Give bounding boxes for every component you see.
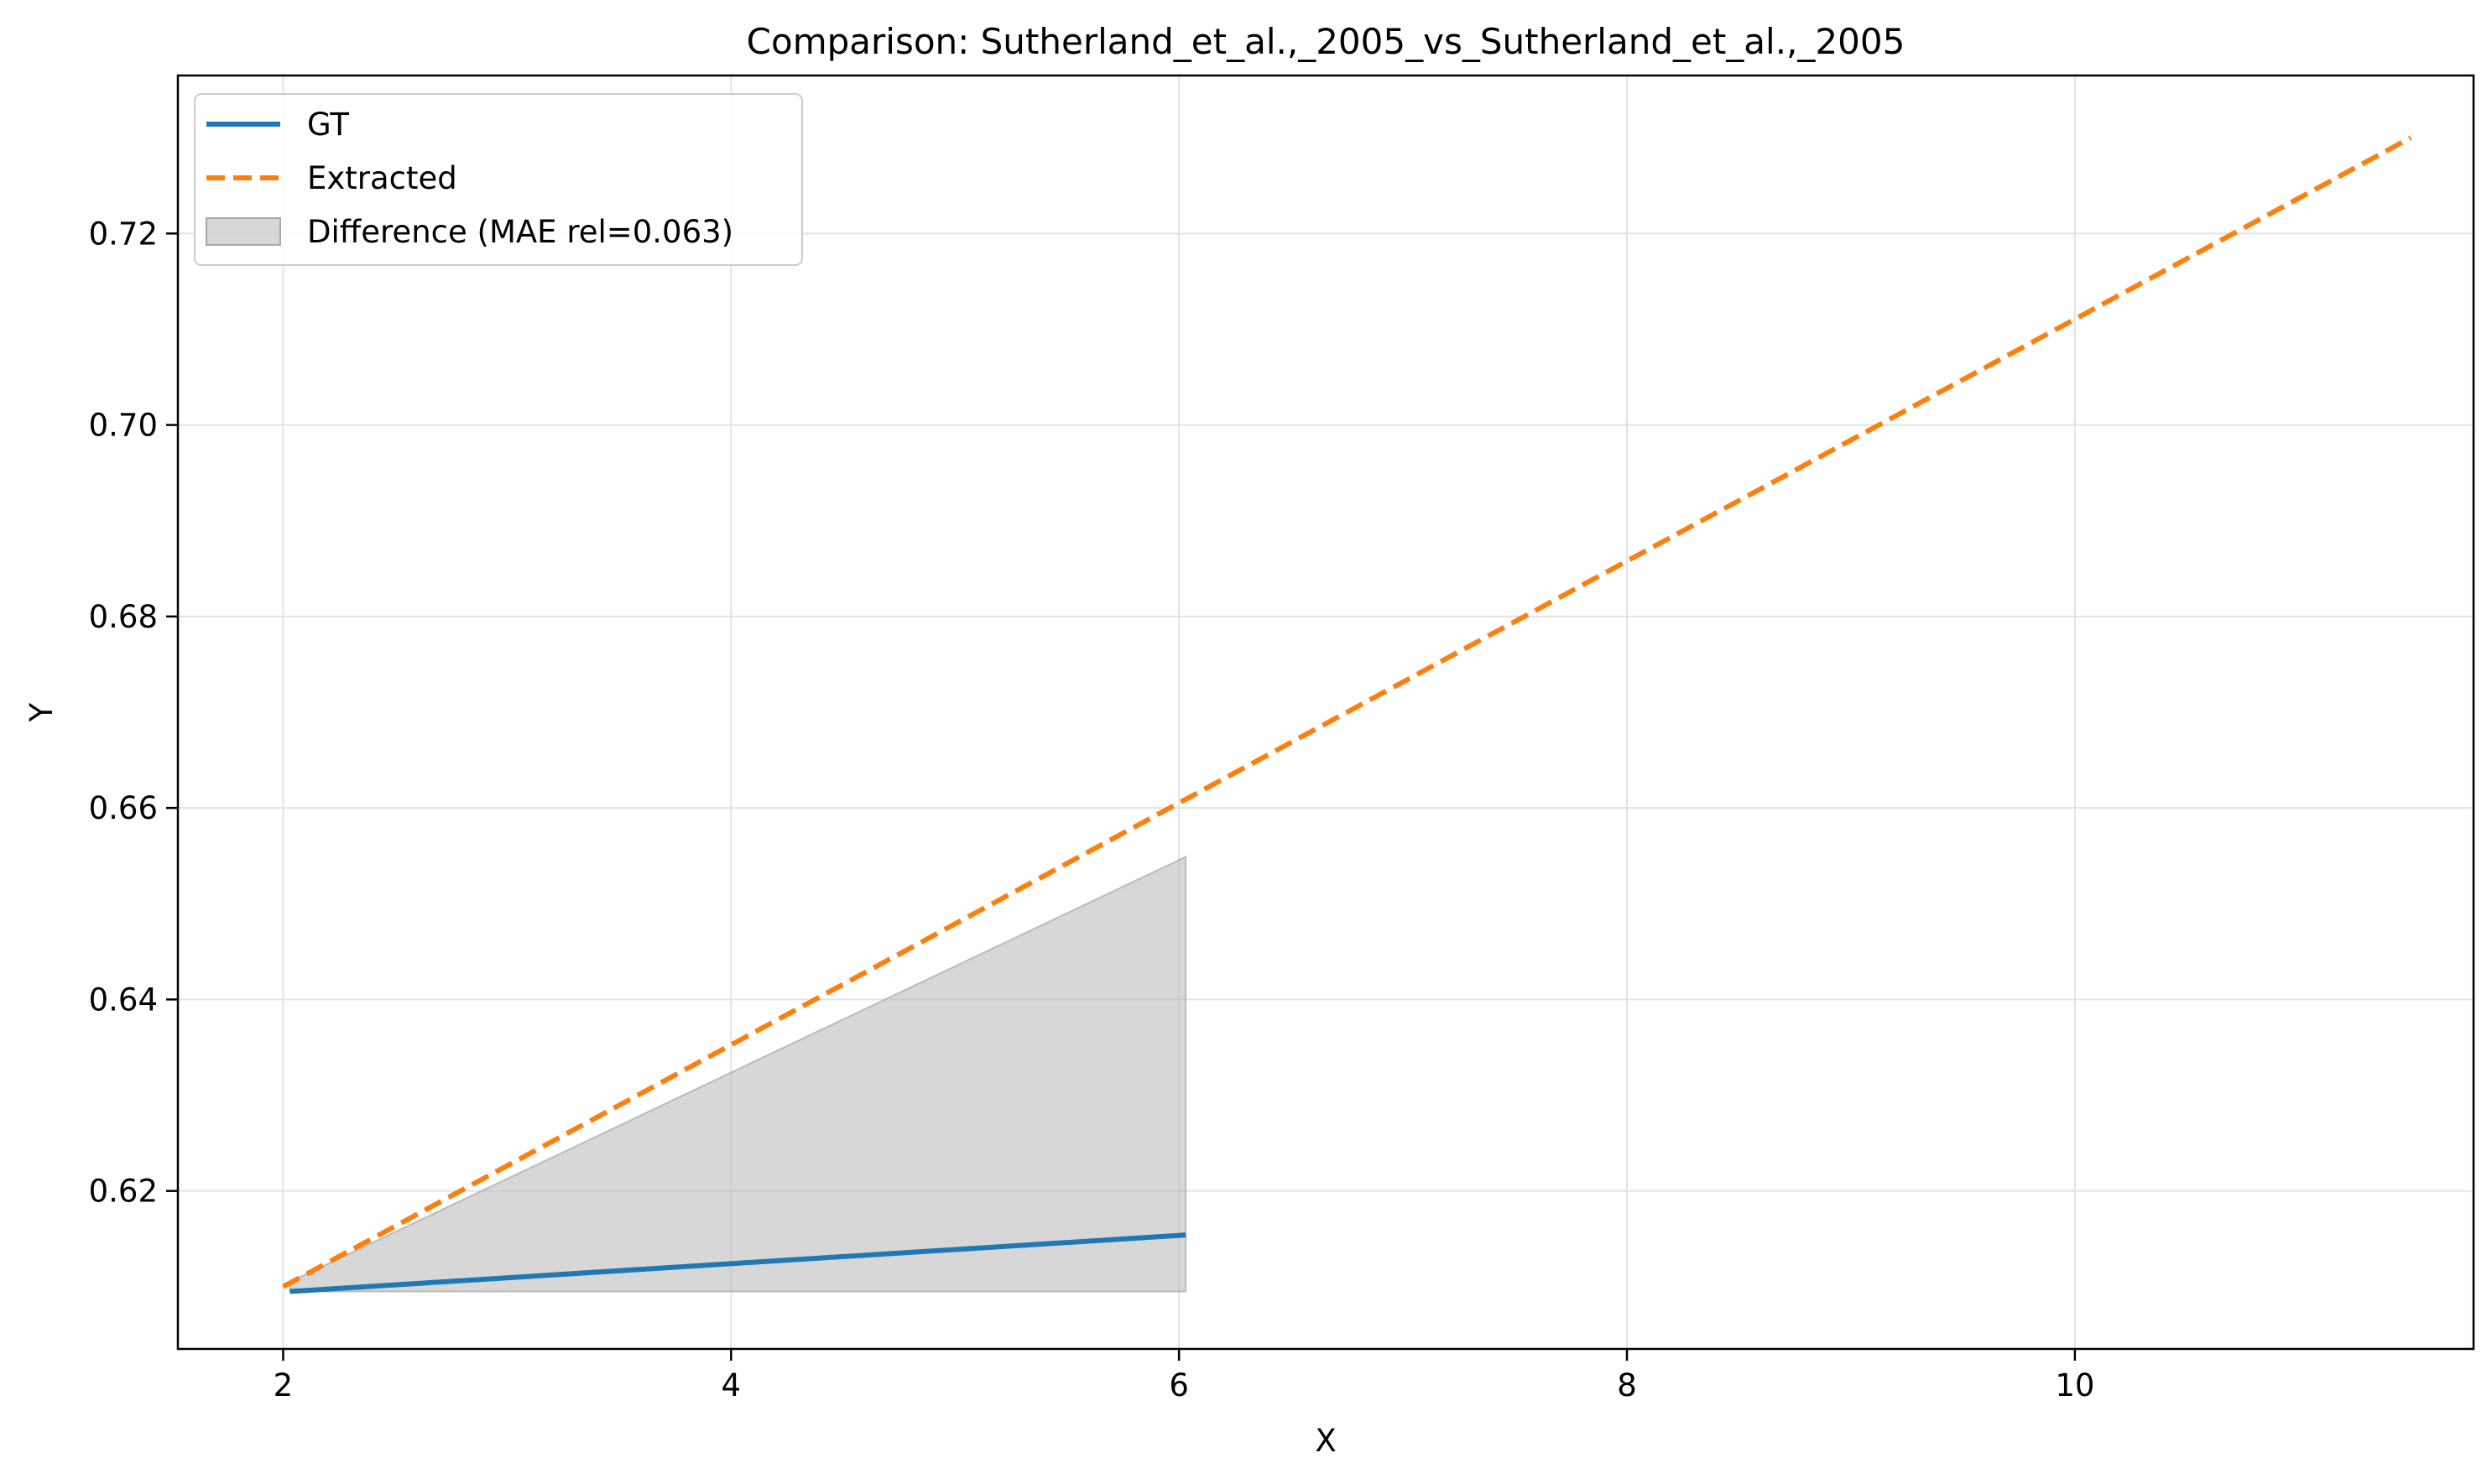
y-axis-label: Y [23, 702, 60, 722]
series-layer [282, 135, 2412, 1294]
x-axis-label: X [1315, 1423, 1336, 1459]
x-tick-label: 4 [722, 1367, 742, 1403]
x-tick-label: 8 [1617, 1367, 1637, 1403]
series-line-extracted [282, 135, 2412, 1289]
legend-label-gt: GT [307, 107, 349, 143]
x-tick-label: 10 [2055, 1367, 2094, 1403]
legend-label-extracted: Extracted [307, 160, 457, 196]
y-tick-label: 0.62 [89, 1174, 158, 1210]
legend-items: GT Extracted Difference (MAE rel=0.063) [206, 107, 733, 250]
y-tick-label: 0.72 [89, 216, 158, 252]
difference-area [289, 855, 1187, 1293]
tick-layer: 2 4 6 8 10 0.62 0.64 0.66 0.68 0.70 0.72 [89, 216, 2095, 1403]
fill-layer [289, 855, 1187, 1293]
y-tick-label: 0.68 [89, 599, 158, 635]
grid-layer [178, 76, 2474, 1349]
x-tick-label: 6 [1169, 1367, 1189, 1403]
chart-title: Comparison: Sutherland_et_al.,_2005_vs_S… [747, 21, 1905, 62]
y-tick-label: 0.70 [89, 408, 158, 444]
axes-frame [176, 74, 2475, 1351]
legend-box [194, 93, 803, 266]
x-tick-label: 2 [274, 1367, 294, 1403]
legend: GT Extracted Difference (MAE rel=0.063) [194, 93, 803, 266]
y-tick-label: 0.66 [89, 790, 158, 826]
y-tick-label: 0.64 [89, 982, 158, 1018]
legend-swatch-difference [206, 217, 281, 246]
legend-label-difference: Difference (MAE rel=0.063) [307, 214, 733, 250]
series-line-gt [289, 1232, 1186, 1294]
